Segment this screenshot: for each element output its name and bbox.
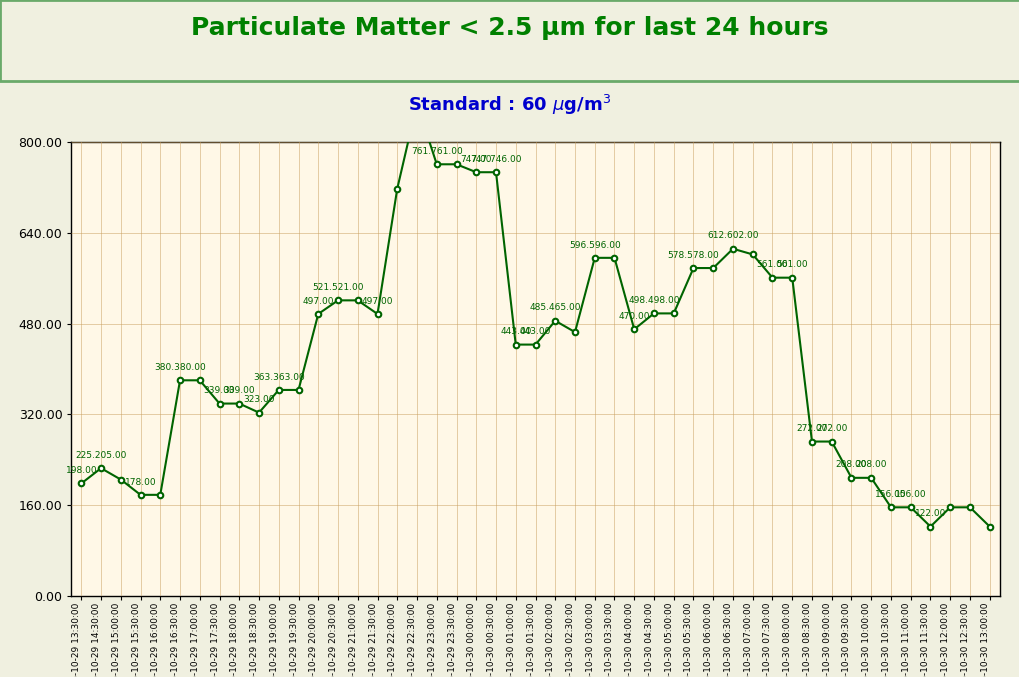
Text: 612.602.00: 612.602.00 [706,232,758,240]
Text: 323.00: 323.00 [243,395,274,404]
Text: 339.00: 339.00 [223,386,255,395]
Text: 339.00: 339.00 [204,386,235,395]
Text: 363.363.00: 363.363.00 [253,372,305,382]
Text: 272.00: 272.00 [796,424,826,433]
Text: 578.578.00: 578.578.00 [667,250,718,260]
Text: 443.00: 443.00 [499,327,531,336]
Text: 498.498.00: 498.498.00 [628,296,679,305]
Text: 596.596.00: 596.596.00 [569,240,620,250]
Text: 485.465.00: 485.465.00 [529,303,581,313]
Text: 470.00: 470.00 [618,312,649,321]
Text: 225.205.00: 225.205.00 [75,451,126,460]
Text: 380.380.00: 380.380.00 [154,363,206,372]
Text: 561.00: 561.00 [775,261,807,269]
Text: 747.746.00: 747.746.00 [470,155,522,164]
Text: 521.521.00: 521.521.00 [312,283,364,292]
Text: 497.00: 497.00 [362,297,393,305]
Text: Particulate Matter < 2.5 μm for last 24 hours: Particulate Matter < 2.5 μm for last 24 … [191,16,828,41]
Text: 198.00: 198.00 [65,466,97,475]
Text: Standard : 60 $\mu$g/m$^3$: Standard : 60 $\mu$g/m$^3$ [408,93,611,117]
Text: 443.00: 443.00 [520,327,550,336]
Text: 208.00: 208.00 [855,460,887,469]
Text: 561.00: 561.00 [756,261,788,269]
Text: 761.761.00: 761.761.00 [411,147,463,156]
Text: 272.00: 272.00 [815,424,847,433]
Text: 208.00: 208.00 [835,460,866,469]
Text: 497.00: 497.00 [303,297,333,305]
Text: 747.00: 747.00 [460,155,491,164]
Text: 178.00: 178.00 [124,477,156,487]
Text: 156.00: 156.00 [874,490,906,499]
Text: 156.00: 156.00 [894,490,925,499]
Text: 122.00: 122.00 [914,509,946,519]
